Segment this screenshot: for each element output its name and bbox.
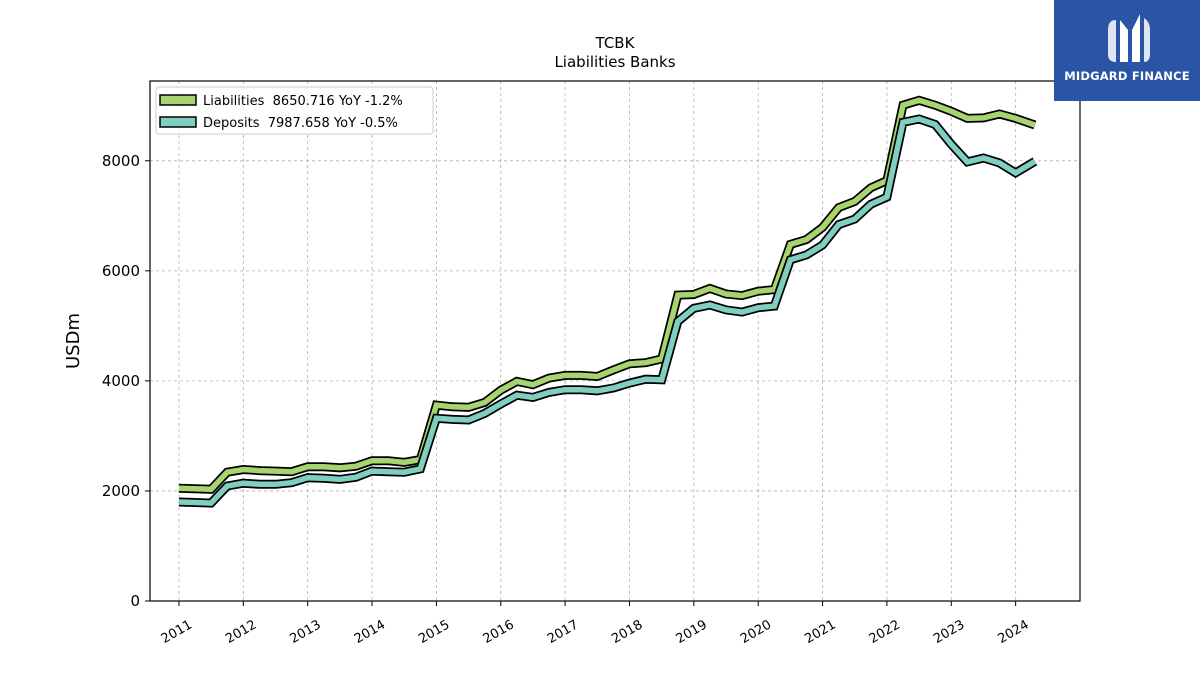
series-layer <box>178 95 1038 508</box>
x-tick-label: 2024 <box>995 617 1031 647</box>
x-tick-label: 2018 <box>609 617 645 647</box>
x-tick-label: 2012 <box>223 617 259 647</box>
midgard-m-logo-icon <box>1108 14 1150 62</box>
y-tick-label: 0 <box>130 592 140 610</box>
legend-label-liabilities: Liabilities 8650.716 YoY -1.2% <box>203 94 403 109</box>
x-tick-label: 2017 <box>545 617 581 647</box>
x-tick-label: 2020 <box>738 617 774 647</box>
legend-box <box>155 86 434 135</box>
brand-logo: MIDGARD FINANCE <box>1054 0 1200 101</box>
deposits-line <box>178 116 1037 506</box>
grid-lines <box>150 81 1080 602</box>
x-tick-label: 2022 <box>867 617 903 647</box>
chart-subtitle: Liabilities Banks <box>554 53 675 71</box>
legend: Liabilities 8650.716 YoY -1.2% Deposits 7… <box>155 86 434 135</box>
plot-area-frame <box>149 80 1081 602</box>
y-tick-label: 8000 <box>102 152 140 170</box>
y-tick-label: 6000 <box>102 262 140 280</box>
x-tick-label: 2016 <box>481 617 517 647</box>
chart-title: TCBK <box>595 34 636 52</box>
y-tick-label: 4000 <box>102 372 140 390</box>
x-tick-label: 2011 <box>159 617 195 647</box>
brand-name: MIDGARD FINANCE <box>1064 69 1190 83</box>
legend-swatch-liabilities <box>159 94 197 106</box>
x-tick-label: 2019 <box>674 617 710 647</box>
x-tick-label: 2023 <box>931 617 967 647</box>
x-tick-label: 2015 <box>416 617 452 647</box>
y-axis-label: USDm <box>63 313 84 369</box>
legend-label-deposits: Deposits 7987.658 YoY -0.5% <box>203 116 398 131</box>
x-tick-label: 2013 <box>288 617 324 647</box>
x-tick-label: 2021 <box>802 617 838 647</box>
x-tick-label: 2014 <box>352 617 388 647</box>
axes: 0 2000 4000 6000 8000 2011 2012 2013 2014 2015 201… <box>102 152 1032 647</box>
y-tick-label: 2000 <box>102 482 140 500</box>
legend-swatch-deposits <box>159 116 197 128</box>
